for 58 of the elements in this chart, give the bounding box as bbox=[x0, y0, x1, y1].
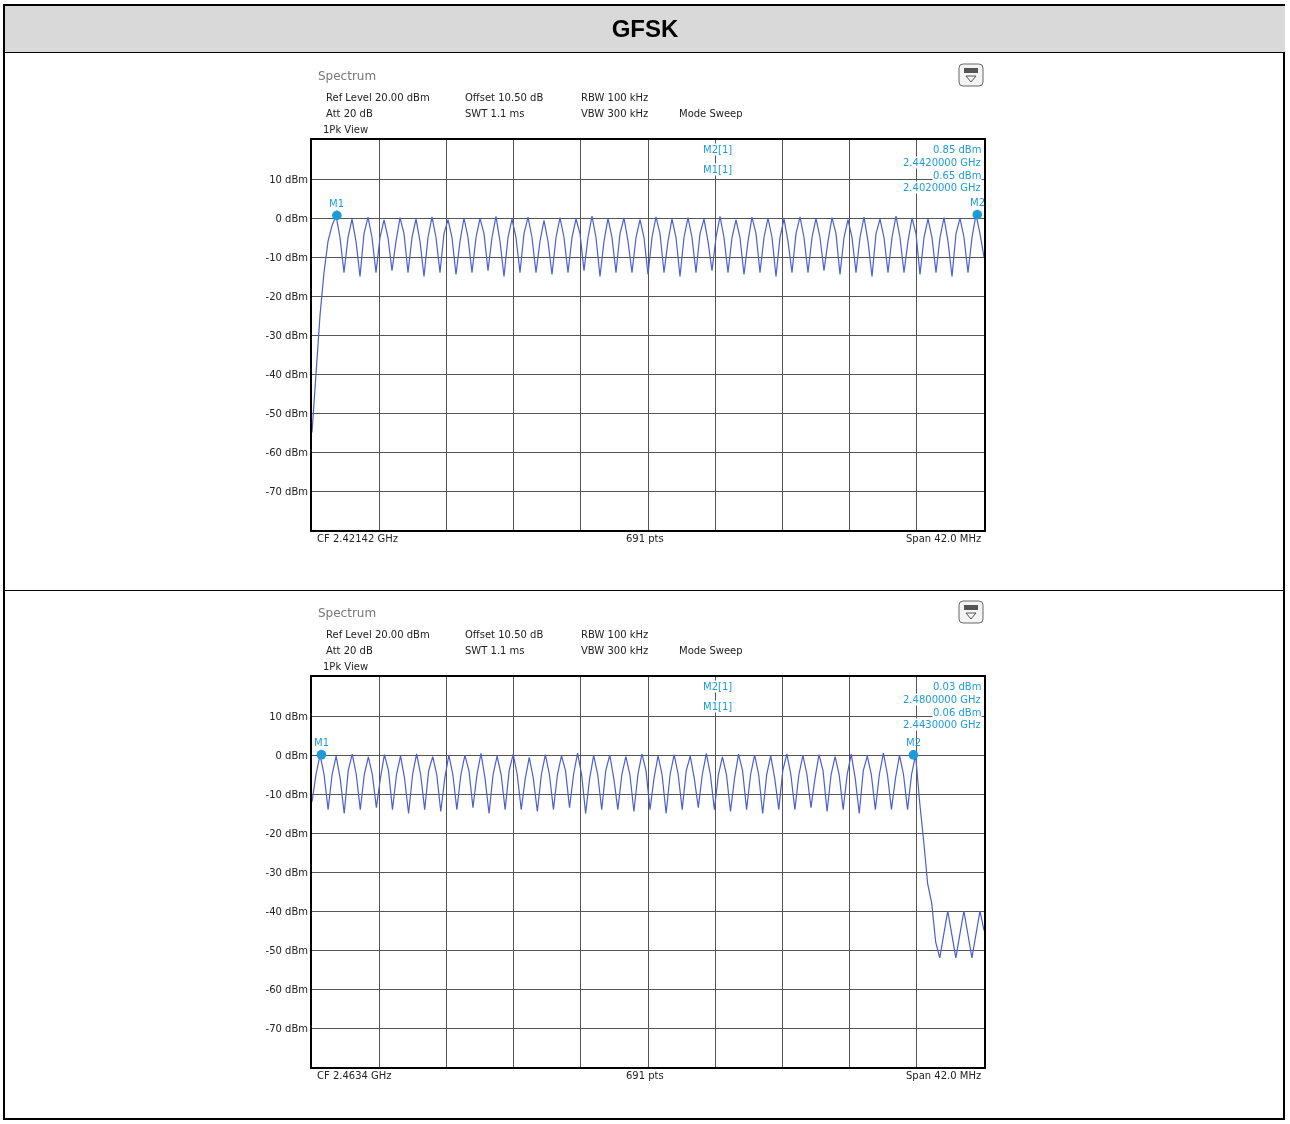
text: Mode Sweep bbox=[679, 645, 743, 656]
y-tick-label: -30 dBm bbox=[265, 329, 308, 341]
annotation: M2[1] bbox=[703, 681, 733, 692]
annotation: 0.06 dBm bbox=[933, 707, 982, 718]
text: Offset 10.50 dB bbox=[465, 92, 544, 103]
annotation: M2[1] bbox=[703, 144, 733, 155]
y-tick-label: 10 dBm bbox=[269, 710, 308, 722]
annotation: 2.4020000 GHz bbox=[903, 182, 981, 193]
text: Mode Sweep bbox=[679, 108, 743, 119]
y-tick-label: -10 dBm bbox=[265, 788, 308, 800]
y-tick-label: 0 dBm bbox=[275, 749, 308, 761]
y-tick-label: -40 dBm bbox=[265, 368, 308, 380]
annotation: 0.85 dBm bbox=[933, 144, 982, 155]
annotation: 0.03 dBm bbox=[933, 681, 982, 692]
annotation: 2.4420000 GHz bbox=[903, 157, 981, 168]
text: RBW 100 kHz bbox=[581, 92, 649, 103]
text: Spectrum bbox=[318, 69, 377, 83]
text: SWT 1.1 ms bbox=[465, 645, 525, 656]
text: 691 pts bbox=[626, 533, 664, 544]
text: VBW 300 kHz bbox=[581, 645, 649, 656]
y-tick-label: -70 dBm bbox=[265, 485, 308, 497]
y-tick-label: -40 dBm bbox=[265, 905, 308, 917]
annotation: 0.65 dBm bbox=[933, 170, 982, 181]
y-tick-label: -10 dBm bbox=[265, 251, 308, 263]
text: RBW 100 kHz bbox=[581, 629, 649, 640]
annotation: M1[1] bbox=[703, 701, 733, 712]
y-tick-label: -50 dBm bbox=[265, 407, 308, 419]
text: Ref Level 20.00 dBm bbox=[326, 92, 430, 103]
text: Att 20 dB bbox=[326, 108, 373, 119]
text: Ref Level 20.00 dBm bbox=[326, 629, 430, 640]
y-tick-label: -20 dBm bbox=[265, 290, 308, 302]
text: SWT 1.1 ms bbox=[465, 108, 525, 119]
text: Offset 10.50 dB bbox=[465, 629, 544, 640]
text: Spectrum bbox=[318, 606, 377, 620]
text: 1Pk View bbox=[323, 124, 369, 135]
y-tick-label: -30 dBm bbox=[265, 866, 308, 878]
annotation: 2.4430000 GHz bbox=[903, 719, 981, 730]
annotation: M1[1] bbox=[703, 164, 733, 175]
y-tick-label: -70 dBm bbox=[265, 1022, 308, 1034]
y-tick-label: -50 dBm bbox=[265, 944, 308, 956]
text: CF 2.4634 GHz bbox=[317, 1070, 392, 1081]
text: 691 pts bbox=[626, 1070, 664, 1081]
text: Span 42.0 MHz bbox=[906, 533, 982, 544]
chart-title: GFSK bbox=[5, 6, 1285, 53]
text: VBW 300 kHz bbox=[581, 108, 649, 119]
annotation: M1 bbox=[314, 737, 329, 748]
text: Att 20 dB bbox=[326, 645, 373, 656]
text: Span 42.0 MHz bbox=[906, 1070, 982, 1081]
text: 1Pk View bbox=[323, 661, 369, 672]
y-tick-label: -60 dBm bbox=[265, 983, 308, 995]
y-tick-label: -20 dBm bbox=[265, 827, 308, 839]
text: CF 2.42142 GHz bbox=[317, 533, 398, 544]
annotation: 2.4800000 GHz bbox=[903, 694, 981, 705]
y-tick-label: 0 dBm bbox=[275, 212, 308, 224]
annotation: M2 bbox=[970, 197, 985, 208]
y-tick-label: 10 dBm bbox=[269, 173, 308, 185]
y-tick-label: -60 dBm bbox=[265, 446, 308, 458]
annotation: M1 bbox=[329, 198, 344, 209]
